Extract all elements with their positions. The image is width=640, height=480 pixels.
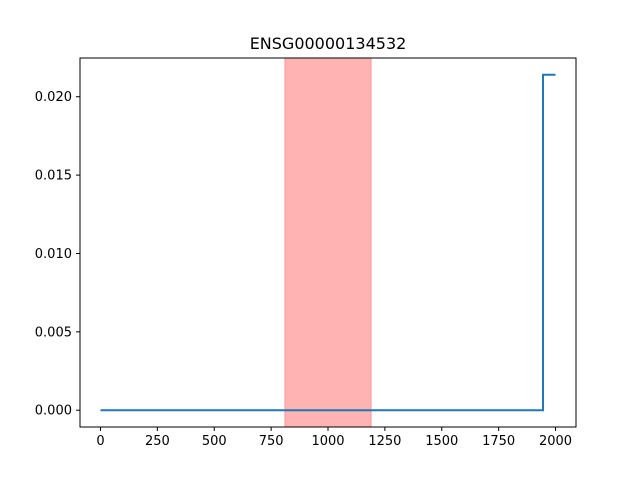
x-tick-label: 1000: [311, 434, 344, 449]
x-tick-label: 500: [202, 434, 227, 449]
x-tick-label: 2000: [539, 434, 572, 449]
chart-title: ENSG00000134532: [250, 34, 407, 53]
x-tick-label: 1500: [425, 434, 458, 449]
plot-area: 0 250 500 750 1000 1250 1500 1750 2000 0.000 0.005…: [35, 57, 577, 449]
y-tick-label: 0.020: [35, 90, 72, 105]
x-tick-label: 250: [145, 434, 170, 449]
y-tick-label: 0.005: [35, 325, 72, 340]
highlight-region: [284, 57, 372, 428]
y-tick-label: 0.015: [35, 169, 72, 184]
x-tick-label: 750: [259, 434, 284, 449]
y-tick-label: 0.000: [35, 404, 72, 419]
x-tick-label: 0: [96, 434, 104, 449]
series-line-1: [100, 73, 556, 412]
x-tick-label: 1250: [368, 434, 401, 449]
y-tick-label: 0.010: [35, 247, 72, 262]
x-tick-label: 1750: [482, 434, 515, 449]
